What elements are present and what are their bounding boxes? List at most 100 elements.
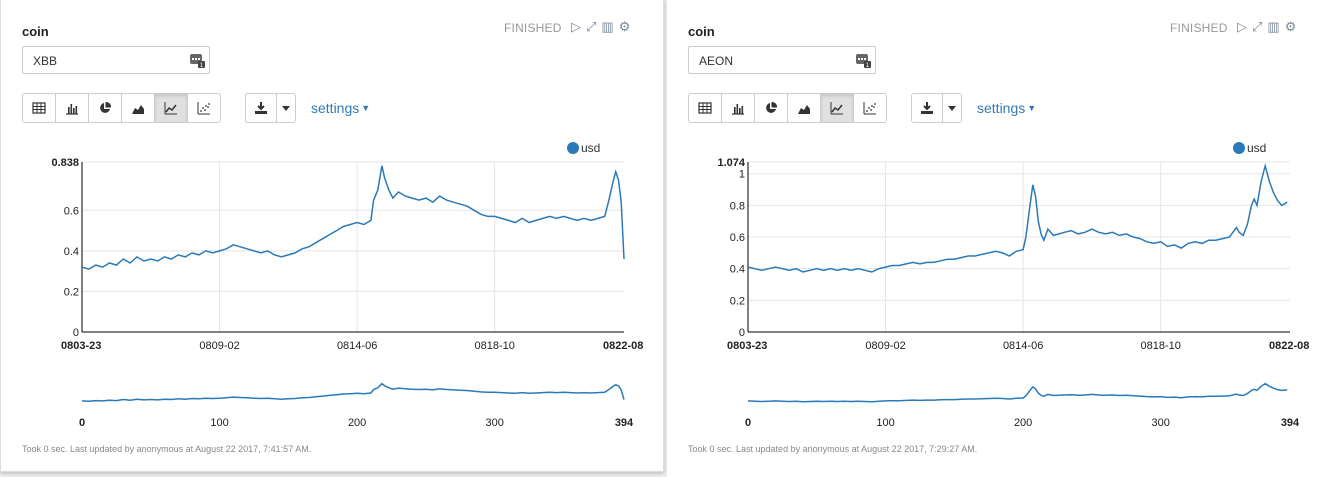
book-icon[interactable]: ▥ [1267, 19, 1280, 34]
paragraph-panel-aeon: coin FINISHED ▷ ⤢ ▥ ⚙ AEON 1 settings ▼ u… [667, 0, 1329, 477]
chart-legend[interactable]: usd [1233, 141, 1266, 155]
legend-label: usd [581, 141, 600, 155]
table-icon [32, 102, 46, 114]
y-tick-label: 0.8 [730, 200, 745, 212]
x-tick-label: 0814-06 [1003, 340, 1043, 352]
run-icon[interactable]: ▷ [1237, 19, 1247, 34]
expand-icon[interactable]: ⤢ [586, 19, 597, 34]
legend-marker [1233, 142, 1245, 154]
navigator-tick-label: 300 [486, 417, 504, 429]
bar-chart-icon [66, 104, 78, 115]
svg-text:1: 1 [200, 63, 204, 68]
area-chart-view-button[interactable] [787, 93, 821, 123]
series-line-usd [747, 162, 1288, 273]
coin-input-value: XBB [33, 54, 58, 68]
gear-icon[interactable]: ⚙ [618, 19, 631, 34]
line-chart-icon [830, 102, 843, 115]
book-icon[interactable]: ▥ [601, 19, 614, 34]
x-tick-label: 0809-02 [865, 340, 905, 352]
line-chart-view-button[interactable] [154, 93, 188, 123]
series-line-usd [81, 165, 625, 270]
y-tick-label: 0.6 [730, 232, 745, 244]
navigator-tick-label: 100 [210, 417, 228, 429]
download-button[interactable] [911, 93, 943, 123]
caret-down-icon [948, 105, 956, 111]
y-tick-label: 0.6 [64, 205, 79, 217]
caret-down-icon: ▼ [361, 103, 371, 113]
download-dropdown-button[interactable] [276, 93, 296, 123]
y-max-label: 1.074 [717, 157, 745, 169]
form-param-icon[interactable]: 1 [855, 52, 871, 68]
coin-input-value: AEON [699, 54, 734, 68]
svg-text:1: 1 [866, 63, 870, 68]
x-tick-label: 0818-10 [1141, 340, 1181, 352]
settings-label: settings [311, 100, 360, 116]
y-tick-label: 0.4 [64, 246, 79, 258]
run-icon[interactable]: ▷ [571, 19, 581, 34]
pie-chart-icon [766, 101, 778, 113]
legend-marker [567, 142, 579, 154]
y-tick-label: 0.4 [730, 264, 745, 276]
navigator-tick-label: 200 [348, 417, 366, 429]
chart-legend[interactable]: usd [567, 141, 600, 155]
x-tick-label: 0803-23 [727, 340, 767, 352]
table-icon [698, 102, 712, 114]
area-chart-view-button[interactable] [121, 93, 155, 123]
paragraph-footer: Took 0 sec. Last updated by anonymous at… [688, 444, 978, 454]
download-icon [921, 102, 933, 114]
line-chart-view-button[interactable] [820, 93, 854, 123]
scatter-chart-icon [863, 102, 876, 115]
y-tick-label: 0 [73, 327, 79, 339]
pie-chart-icon [100, 101, 112, 113]
area-chart-icon [132, 105, 144, 114]
navigator-line-usd[interactable] [81, 382, 625, 403]
scatter-chart-view-button[interactable] [853, 93, 887, 123]
pie-chart-view-button[interactable] [88, 93, 122, 123]
bar-chart-view-button[interactable] [721, 93, 755, 123]
navigator-tick-label: 0 [745, 417, 751, 429]
line-chart: usd 0 0.2 0.4 0.6 0.838 0803-23 0809-02 0814-06 0… [51, 141, 643, 429]
y-tick-label: 0.2 [730, 295, 745, 307]
navigator-tick-label: 394 [1281, 417, 1300, 429]
area-chart-icon [798, 105, 810, 114]
download-button[interactable] [245, 93, 277, 123]
paragraph-toolbar: ▷ ⤢ ▥ ⚙ [571, 19, 630, 35]
line-chart-icon [164, 102, 177, 115]
table-view-button[interactable] [688, 93, 722, 123]
pie-chart-view-button[interactable] [754, 93, 788, 123]
paragraph-toolbar: ▷ ⤢ ▥ ⚙ [1237, 19, 1296, 35]
caret-down-icon [282, 105, 290, 111]
navigator-line-usd[interactable] [747, 382, 1288, 403]
coin-input[interactable]: XBB 1 [22, 46, 210, 74]
bar-chart-icon [732, 104, 744, 115]
caret-down-icon: ▼ [1027, 103, 1037, 113]
scatter-chart-view-button[interactable] [187, 93, 221, 123]
bar-chart-view-button[interactable] [55, 93, 89, 123]
line-chart: usd 0 0.2 0.4 0.6 0.8 11.074 0803-23 0809-02 0814… [717, 141, 1309, 429]
coin-input[interactable]: AEON 1 [688, 46, 876, 74]
settings-toggle[interactable]: settings ▼ [311, 100, 370, 116]
x-tick-label: 0803-23 [61, 340, 101, 352]
settings-label: settings [977, 100, 1026, 116]
navigator-tick-label: 0 [79, 417, 85, 429]
y-tick-label: 0 [739, 327, 745, 339]
x-tick-label: 0818-10 [475, 340, 515, 352]
x-tick-label: 0822-08 [1269, 340, 1309, 352]
form-param-icon[interactable]: 1 [189, 52, 205, 68]
download-dropdown-button[interactable] [942, 93, 962, 123]
gear-icon[interactable]: ⚙ [1284, 19, 1297, 34]
navigator-tick-label: 200 [1014, 417, 1032, 429]
settings-toggle[interactable]: settings ▼ [977, 100, 1036, 116]
y-tick-label: 1 [739, 169, 745, 181]
y-tick-label: 0.2 [64, 286, 79, 298]
expand-icon[interactable]: ⤢ [1252, 19, 1263, 34]
paragraph-footer: Took 0 sec. Last updated by anonymous at… [22, 444, 312, 454]
download-group [245, 93, 296, 123]
table-view-button[interactable] [22, 93, 56, 123]
navigator-tick-label: 300 [1152, 417, 1170, 429]
legend-label: usd [1247, 141, 1266, 155]
download-group [911, 93, 962, 123]
y-max-label: 0.838 [51, 157, 79, 169]
scatter-chart-icon [197, 102, 210, 115]
visualization-switcher [22, 93, 221, 123]
